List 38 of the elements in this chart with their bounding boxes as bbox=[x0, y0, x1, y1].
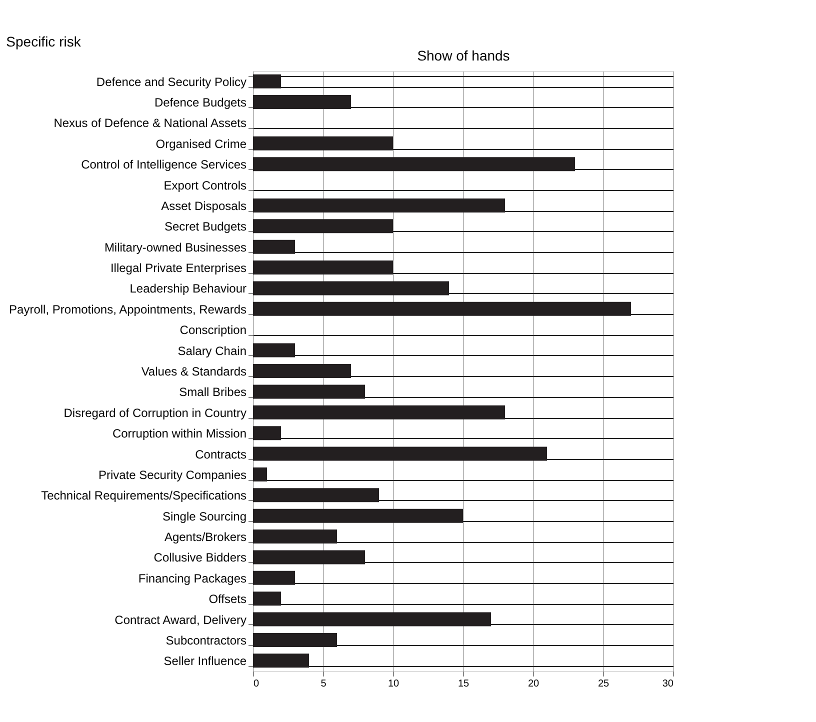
y-tick-label: Seller Influence bbox=[164, 654, 247, 668]
y-tick-label: Salary Chain bbox=[178, 344, 246, 358]
y-tick-label: Control of Intelligence Services bbox=[81, 158, 246, 172]
y-tick-label: Small Bribes bbox=[179, 385, 246, 400]
y-tick-label: Collusive Bidders bbox=[154, 550, 246, 565]
y-tick-label: Financing Packages bbox=[138, 571, 246, 586]
y-tick-label: Defence Budgets bbox=[154, 96, 246, 110]
x-tick-label: 0 bbox=[254, 678, 260, 690]
y-tick-label: Values & Standards bbox=[141, 364, 246, 378]
y-tick-label: Technical Requirements/Specifications bbox=[41, 488, 246, 503]
y-tick-label: Export Controls bbox=[164, 178, 246, 192]
y-tick-label: Asset Disposals bbox=[161, 198, 246, 213]
y-tick-label: Illegal Private Enterprises bbox=[110, 261, 246, 276]
y-tick-label: Leadership Behaviour bbox=[130, 282, 246, 296]
y-tick-label: Single Sourcing bbox=[162, 509, 246, 524]
y-tick-label: Corruption within Mission bbox=[112, 426, 246, 441]
y-tick-label: Contracts bbox=[195, 447, 246, 462]
y-tick-label: Private Security Companies bbox=[98, 468, 246, 482]
y-tick-label: Disregard of Corruption in Country bbox=[64, 406, 246, 420]
x-tick-label: 5 bbox=[320, 678, 327, 690]
y-tick-label: Military-owned Businesses bbox=[104, 240, 246, 254]
y-tick-label: Conscription bbox=[180, 323, 246, 338]
x-tick-label: 20 bbox=[528, 678, 540, 690]
y-tick-label: Nexus of Defence & National Assets bbox=[54, 116, 246, 130]
x-tick-label: 25 bbox=[598, 678, 610, 690]
y-tick-label: Secret Budgets bbox=[164, 220, 246, 234]
y-axis-title: Specific risk bbox=[6, 34, 82, 50]
y-tick-label: Organised Crime bbox=[156, 136, 247, 151]
y-tick-label: Defence and Security Policy bbox=[96, 74, 246, 89]
y-tick-label: Subcontractors bbox=[166, 633, 246, 648]
x-axis-title: Show of hands bbox=[417, 48, 510, 64]
y-tick-label: Agents/Brokers bbox=[164, 530, 246, 544]
x-tick-label: 30 bbox=[662, 678, 674, 690]
x-tick-label: 15 bbox=[458, 678, 470, 690]
y-tick-label: Payroll, Promotions, Appointments, Rewards bbox=[9, 302, 246, 316]
y-tick-label: Contract Award, Delivery bbox=[114, 612, 246, 627]
x-tick-label: 10 bbox=[388, 678, 400, 690]
y-tick-label: Offsets bbox=[208, 592, 246, 606]
